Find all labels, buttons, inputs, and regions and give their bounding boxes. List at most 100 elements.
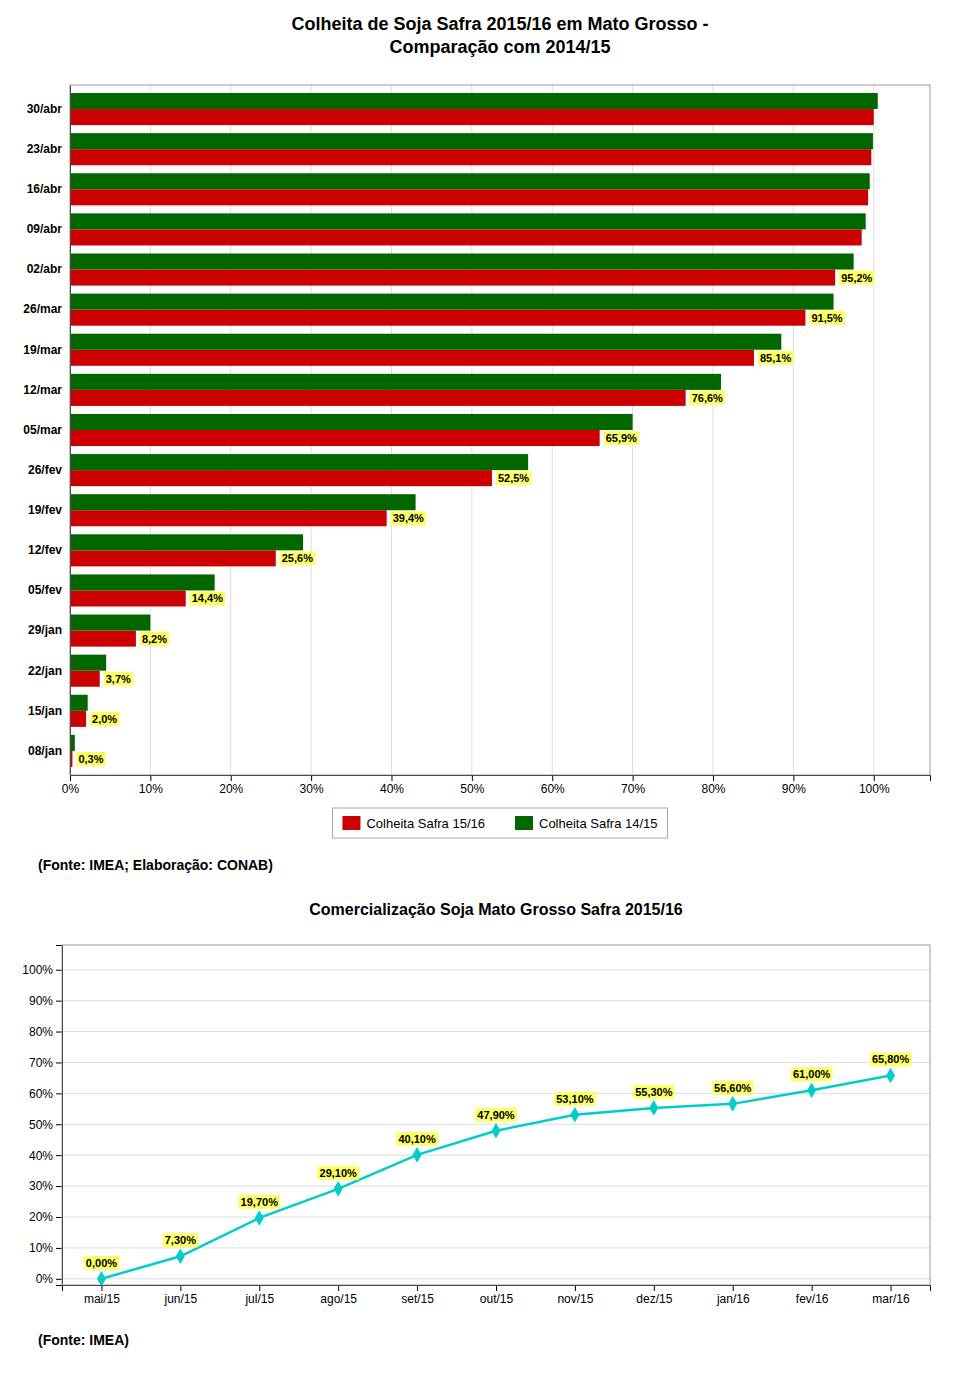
bar xyxy=(70,550,276,566)
tick-label: fev/16 xyxy=(796,1292,829,1306)
label-bg xyxy=(809,311,844,325)
tick-label: jul/15 xyxy=(244,1292,274,1306)
tick-label: 10% xyxy=(29,1241,53,1255)
tick: 10% xyxy=(29,1241,62,1255)
tick-mark xyxy=(793,775,794,781)
bar xyxy=(70,494,416,510)
data-label: 65,80% xyxy=(872,1053,910,1065)
marker xyxy=(413,1147,422,1163)
tick-label: 0% xyxy=(62,782,80,796)
tick-label: 08/jan xyxy=(28,744,62,758)
tick-label: 100% xyxy=(859,782,890,796)
tick: 12/mar xyxy=(23,383,62,397)
data-label-group: 19,70% xyxy=(239,1195,281,1209)
data-label-group: 25,6% xyxy=(280,551,315,565)
tick: 0% xyxy=(36,1272,62,1286)
tick-label: 50% xyxy=(29,1118,53,1132)
bar xyxy=(70,149,871,165)
tick-label: 100% xyxy=(22,963,53,977)
tick: jan/16 xyxy=(716,1285,750,1306)
source-note: (Fonte: IMEA) xyxy=(38,1332,129,1348)
tick-mark xyxy=(231,775,232,781)
tick: 70% xyxy=(621,775,645,796)
title-line: Comparação com 2014/15 xyxy=(389,37,610,57)
tick-mark xyxy=(496,1285,497,1291)
legend-frame xyxy=(332,808,667,838)
bar xyxy=(70,334,781,350)
data-label: 0,3% xyxy=(78,753,103,765)
tick-label: jan/16 xyxy=(716,1292,750,1306)
grid-line xyxy=(62,1000,930,1001)
tick-label: 05/mar xyxy=(23,423,62,437)
line xyxy=(101,1075,890,1278)
tick-label: 26/fev xyxy=(28,463,62,477)
legend-item: Colheita Safra 15/16 xyxy=(342,816,485,831)
tick-mark xyxy=(713,775,714,781)
tick: 29/jan xyxy=(28,623,62,637)
grid-line xyxy=(62,1186,930,1187)
label-bg xyxy=(554,1092,596,1106)
bar xyxy=(70,270,835,286)
tick-mark xyxy=(56,1124,62,1125)
tick: mai/15 xyxy=(84,1285,120,1306)
tick: 02/abr xyxy=(27,262,63,276)
data-label-group: 0,3% xyxy=(76,752,105,766)
label-bg xyxy=(90,712,119,726)
tick-mark xyxy=(733,1285,734,1291)
bar xyxy=(70,390,686,406)
tick-mark xyxy=(417,1285,418,1291)
data-label: 95,2% xyxy=(841,272,872,284)
tick-mark xyxy=(812,1285,813,1291)
tick-label: 0% xyxy=(36,1272,54,1286)
label-bg xyxy=(391,511,426,525)
y-axis: 08/jan15/jan22/jan29/jan05/fev12/fev19/f… xyxy=(23,86,70,776)
axis-line xyxy=(71,776,931,782)
x-axis: 0%10%20%30%40%50%60%70%80%90%100% xyxy=(62,775,931,796)
tick-label: 23/abr xyxy=(27,142,63,156)
tick: 19/fev xyxy=(28,503,62,517)
data-label: 7,30% xyxy=(165,1234,196,1246)
data-label: 40,10% xyxy=(398,1133,436,1145)
grid xyxy=(62,970,930,1279)
tick-label: 90% xyxy=(782,782,806,796)
tick-label: 10% xyxy=(139,782,163,796)
plot-frame xyxy=(62,945,930,1285)
tick-label: 09/abr xyxy=(27,222,63,236)
tick-label: mar/16 xyxy=(872,1292,910,1306)
grid-line xyxy=(62,1062,930,1063)
tick: fev/16 xyxy=(796,1285,829,1306)
plot-area: mai/15jun/15jul/15ago/15set/15out/15nov/… xyxy=(22,945,930,1306)
bar xyxy=(70,93,878,109)
data-label-group: 14,4% xyxy=(190,591,225,605)
bar xyxy=(70,711,86,727)
marker xyxy=(886,1068,895,1084)
data-label: 29,10% xyxy=(320,1167,358,1179)
tick: 80% xyxy=(701,775,725,796)
tick: 30% xyxy=(29,1179,62,1193)
tick-label: 60% xyxy=(29,1087,53,1101)
tick: 10% xyxy=(139,775,163,796)
tick: jun/15 xyxy=(164,1285,198,1306)
tick-mark xyxy=(575,1285,576,1291)
tick-label: 15/jan xyxy=(28,704,62,718)
bar xyxy=(70,229,862,245)
bar xyxy=(70,350,754,366)
grid-line xyxy=(62,1247,930,1248)
tick-mark xyxy=(56,1279,62,1280)
label-bg xyxy=(163,1233,198,1247)
data-label: 2,0% xyxy=(92,713,117,725)
data-label: 25,6% xyxy=(282,552,313,564)
label-bg xyxy=(496,471,531,485)
marker xyxy=(728,1096,737,1112)
data-label-group: 7,30% xyxy=(163,1233,198,1247)
tick: 20% xyxy=(219,775,243,796)
bar xyxy=(70,695,88,711)
data-label: 14,4% xyxy=(192,592,223,604)
label-bg xyxy=(712,1081,754,1095)
grid-line xyxy=(62,1217,930,1218)
bar xyxy=(70,590,186,606)
data-label: 47,90% xyxy=(477,1109,515,1121)
tick-label: ago/15 xyxy=(320,1292,357,1306)
tick: 16/abr xyxy=(27,182,63,196)
tick: 05/mar xyxy=(23,423,62,437)
